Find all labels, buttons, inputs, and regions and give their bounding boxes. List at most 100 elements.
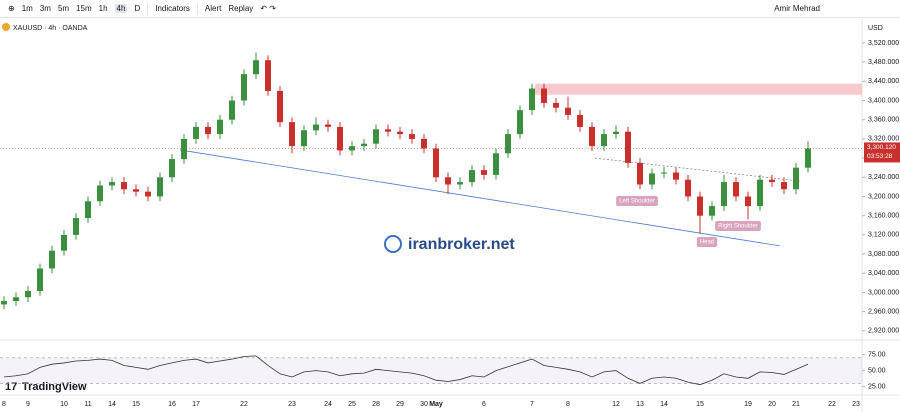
replay-button[interactable]: Replay [228,4,254,13]
candle-body [649,173,655,185]
annotation-label: Head [700,240,714,246]
candle-body [361,143,367,147]
candle-body [781,182,787,190]
rsi-line [3,355,809,386]
x-tick-label: 16 [168,401,176,408]
undo-button[interactable]: ↶ ↷ [260,4,276,13]
alert-button[interactable]: Alert [204,4,222,13]
x-tick-label: 6 [482,401,486,408]
x-tick-label: 29 [396,401,404,408]
annotation-label: Left Shoulder [619,199,655,205]
candle-body [133,189,139,192]
candle-body [193,126,199,139]
candle-body [373,129,379,144]
candle-body [181,138,187,160]
candle-body [445,177,451,185]
candle-body [493,153,499,175]
candle-body [673,172,679,180]
candle-body [85,201,91,219]
candle-body [517,110,523,135]
candle-body [613,131,619,135]
annotation-label: Right Shoulder [718,224,758,230]
watermark: iranbroker.net [384,235,515,253]
symbol-search[interactable]: ⊕ [8,4,15,13]
currency: USD [868,25,883,32]
indicators-button[interactable]: Indicators [155,4,190,13]
timeframe[interactable]: 3m [39,4,51,13]
x-tick-label: 23 [852,401,860,408]
symbol: XAUUSD · 4h · OANDA [13,25,88,32]
x-tick-label: 13 [636,401,644,408]
timeframe[interactable]: 1m [21,4,33,13]
x-tick-label: 28 [372,401,380,408]
rsi-band [0,357,862,384]
candle-body [265,60,271,91]
y-tick-label: 3,520.000 [868,40,899,47]
watermark-logo [384,235,402,253]
candle-body [157,177,163,197]
y-tick-label: 25.00 [868,383,886,390]
watermark-text: iranbroker.net [408,236,515,253]
x-tick-label: 12 [612,401,620,408]
x-tick-label: 22 [828,401,836,408]
candle-body [805,148,811,168]
candle-body [205,126,211,135]
candle-body [325,124,331,127]
last-price-label: 3,300.120 [867,144,896,151]
pattern-annotation: Left Shoulder [616,196,658,206]
resistance-zone [535,83,862,95]
timeframe[interactable]: 5m [57,4,70,13]
chart: USD XAUUSD · 4h · OANDA iranbroker.net T… [0,18,900,412]
candle-body [469,170,475,183]
candle-body [421,138,427,149]
candle-body [409,134,415,139]
candle-body [73,218,79,235]
trendline [179,149,781,247]
y-tick-label: 3,480.000 [868,59,899,66]
y-tick-label: 3,000.000 [868,289,899,296]
candle-body [13,297,19,302]
candle-body [769,179,775,183]
separator [147,2,149,15]
candle-body [49,250,55,269]
x-tick-label: 9 [26,401,30,408]
candle-body [217,119,223,135]
candle-body [349,146,355,151]
user-name[interactable]: Amir Mehrad [774,4,820,13]
x-tick-label: 25 [348,401,356,408]
candle-body [757,179,763,207]
y-tick-label: 3,120.000 [868,232,899,239]
timeframe[interactable]: 15m [76,4,92,13]
x-tick-label: 15 [696,401,704,408]
x-tick-label: 14 [660,401,668,408]
candle-body [337,126,343,151]
candle-body [685,179,691,197]
candle-body [553,102,559,108]
x-tick-label: 8 [2,401,6,408]
candle-body [637,162,643,185]
candle-body [745,196,751,207]
candle-body [529,88,535,111]
x-tick-label: May [429,401,443,408]
timeframe[interactable]: D [134,4,141,13]
candle-body [109,182,115,186]
x-tick-label: 10 [60,401,68,408]
timeframe[interactable]: 1h [98,4,108,13]
candle-body [301,130,307,147]
candle-body [277,90,283,123]
pattern-annotation: Right Shoulder [715,221,761,231]
candle-body [385,129,391,132]
x-tick-label: 7 [530,401,534,408]
y-tick-label: 3,360.000 [868,117,899,124]
candle-body [145,191,151,197]
x-tick-label: 11 [84,401,91,408]
pattern-annotation: Head [696,237,718,247]
x-tick-label: 21 [792,401,800,408]
candle-body [481,170,487,175]
x-tick-label: 24 [324,401,332,408]
candle-body [505,134,511,154]
candle-body [25,290,31,298]
timeframe[interactable]: 4h [114,4,128,13]
toolbar: ⊕ 1m 3m 5m 15m 1h 4h D Indicators Alert … [0,0,900,18]
candle-body [61,234,67,251]
